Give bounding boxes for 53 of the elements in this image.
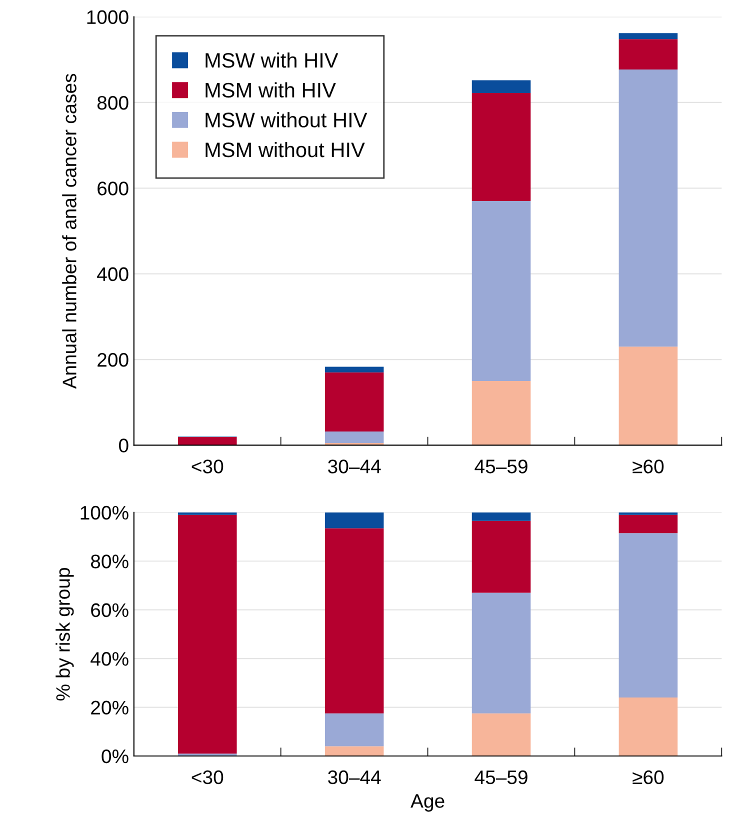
y-tick-label: 0 xyxy=(119,438,128,452)
y-tick-label: 600 xyxy=(98,182,128,196)
bar xyxy=(472,592,531,714)
y-tick-label: 200 xyxy=(98,352,128,367)
x-tick-label: 30–44 xyxy=(328,770,381,784)
y-axis-title: Annual number of anal cancer cases xyxy=(62,74,76,389)
bar xyxy=(324,746,384,756)
bar xyxy=(472,380,531,446)
y-tick-label: 100% xyxy=(80,506,128,520)
y-tick-label: 1000 xyxy=(87,10,128,24)
legend-label: MSW without HIV xyxy=(206,112,368,128)
bar xyxy=(472,93,531,202)
bar xyxy=(324,713,384,746)
bar xyxy=(618,533,678,698)
legend-label: MSW with HIV xyxy=(206,52,338,68)
x-tick-label: <30 xyxy=(192,770,224,784)
bar xyxy=(324,528,384,714)
y-tick-label: 20% xyxy=(91,700,128,715)
x-tick-label: 45–59 xyxy=(474,460,528,474)
bar xyxy=(178,514,237,754)
y-tick-label: 60% xyxy=(91,603,128,618)
y-tick-label: 400 xyxy=(97,267,128,282)
bar xyxy=(472,201,531,381)
x-axis-title: Age xyxy=(410,794,444,812)
bar xyxy=(472,80,531,94)
y-tick-label: 800 xyxy=(97,96,128,110)
bar xyxy=(324,512,384,528)
legend-label: MSM with HIV xyxy=(206,82,336,98)
x-tick-label: 30–44 xyxy=(328,460,381,474)
legend-label: MSM without HIV xyxy=(206,142,365,158)
x-tick-label: <30 xyxy=(192,460,224,474)
bar xyxy=(618,33,678,40)
bar xyxy=(178,512,237,515)
x-tick-label: ≥60 xyxy=(632,460,664,474)
x-tick-label: 45–59 xyxy=(474,770,528,784)
y-tick-label: 0% xyxy=(102,749,128,764)
bar xyxy=(618,346,678,446)
y-axis-title: % by risk group xyxy=(56,568,74,701)
bar xyxy=(472,520,531,593)
bar xyxy=(324,366,384,372)
bar xyxy=(472,512,531,521)
bar xyxy=(324,372,384,432)
bar xyxy=(618,512,678,515)
bar xyxy=(618,69,678,347)
bar xyxy=(178,437,237,446)
bar xyxy=(618,39,678,70)
bar xyxy=(472,713,531,756)
y-tick-label: 40% xyxy=(90,652,128,666)
bar xyxy=(618,514,678,534)
bar xyxy=(324,431,384,444)
bar xyxy=(618,698,678,756)
y-tick-label: 80% xyxy=(90,554,128,568)
x-tick-label: ≥60 xyxy=(632,770,664,784)
